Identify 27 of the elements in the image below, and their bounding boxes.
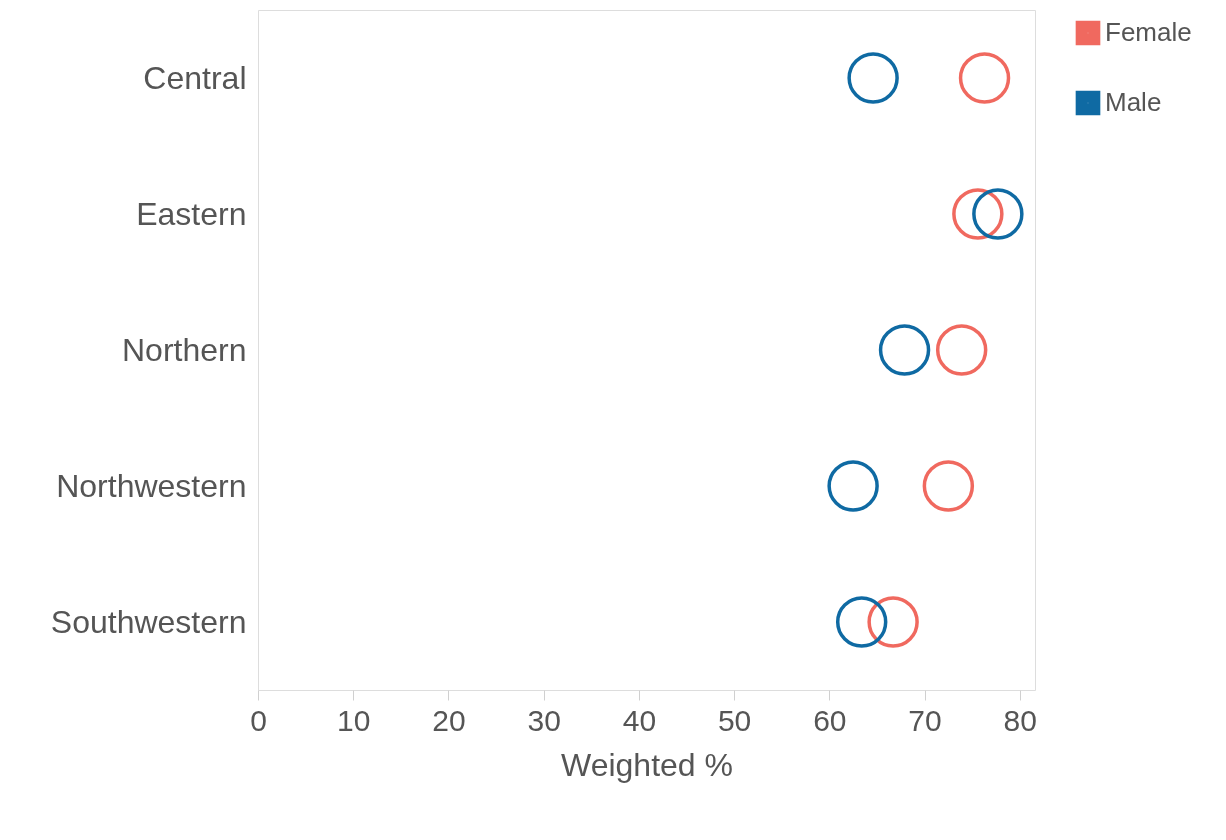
point bbox=[878, 324, 931, 376]
point bbox=[867, 596, 919, 648]
point bbox=[972, 188, 1024, 240]
x-tick-label: 50 bbox=[717, 703, 752, 737]
x-tick-label: 30 bbox=[527, 703, 561, 737]
y-tick-label: Northwestern bbox=[56, 467, 247, 504]
x-tick-label: 70 bbox=[908, 703, 942, 737]
x-tick-label: 20 bbox=[432, 703, 466, 737]
point bbox=[958, 52, 1011, 104]
x-tick-label: 0 bbox=[250, 703, 267, 737]
x-axis-title: Weighted % bbox=[561, 746, 733, 783]
point bbox=[922, 460, 975, 512]
legend-label: Male bbox=[1105, 87, 1162, 117]
x-tick-label: 60 bbox=[813, 703, 847, 737]
y-tick-label: Northern bbox=[122, 331, 247, 368]
point bbox=[847, 52, 899, 104]
x-tick-label: 80 bbox=[1003, 703, 1037, 737]
point bbox=[827, 460, 879, 512]
y-tick-label: Southwestern bbox=[50, 603, 247, 640]
x-tick-label: 40 bbox=[622, 703, 657, 737]
point bbox=[952, 188, 1004, 240]
point bbox=[835, 596, 888, 648]
y-tick-label: Eastern bbox=[136, 195, 247, 232]
y-tick-label: Central bbox=[143, 59, 247, 96]
legend-label: Female bbox=[1105, 17, 1192, 47]
point bbox=[935, 324, 988, 376]
x-tick-label: 10 bbox=[337, 703, 371, 737]
